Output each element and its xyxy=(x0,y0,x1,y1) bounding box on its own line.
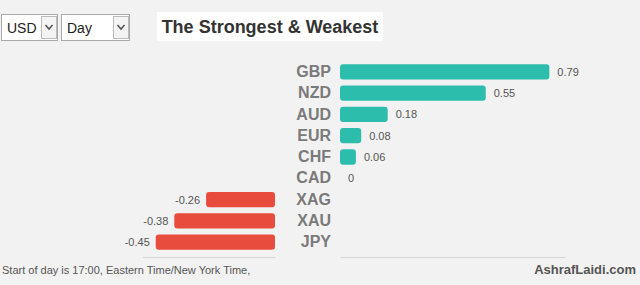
category-label: XAU xyxy=(297,212,331,229)
bar xyxy=(340,171,341,186)
dropdown-arrow[interactable] xyxy=(46,25,53,29)
dropdown-label[interactable]: Day xyxy=(67,20,92,36)
value-axis xyxy=(143,257,276,258)
category-axis-line xyxy=(337,63,338,253)
tick: GBP xyxy=(296,63,337,80)
tick: CHF xyxy=(298,148,337,165)
value-axis xyxy=(341,257,566,258)
tick: JPY xyxy=(301,233,337,250)
category-label: EUR xyxy=(297,127,331,144)
data-label: 0.79 xyxy=(557,66,578,78)
bar xyxy=(340,64,549,79)
dropdown[interactable]: USD xyxy=(2,15,58,41)
category-label: NZD xyxy=(298,84,331,101)
category-label: XAG xyxy=(296,191,331,208)
dropdown-box[interactable] xyxy=(62,15,130,41)
category-label: CHF xyxy=(298,148,331,165)
category-label: JPY xyxy=(301,233,332,250)
bar xyxy=(340,128,361,143)
data-label: 0.06 xyxy=(364,151,385,163)
dropdown-box[interactable] xyxy=(2,15,58,41)
bar xyxy=(206,192,275,207)
category-label: AUD xyxy=(296,106,331,123)
chart: USD Day The Strongest & Weakest 0.79 0.55 0.1… xyxy=(0,0,640,285)
tick: CAD xyxy=(296,169,337,186)
bar xyxy=(340,107,388,122)
data-label: -0.38 xyxy=(143,215,168,227)
category-label: GBP xyxy=(296,63,331,80)
value-axis-line xyxy=(143,257,276,258)
tick: NZD xyxy=(298,84,337,101)
bars xyxy=(156,64,550,250)
dropdown-button[interactable] xyxy=(114,17,129,39)
bar xyxy=(174,213,275,228)
data-label: 0.08 xyxy=(369,130,390,142)
background xyxy=(0,0,640,285)
data-label: -0.26 xyxy=(175,194,200,206)
dropdown-arrow[interactable] xyxy=(118,25,125,29)
data-label: -0.45 xyxy=(125,236,150,248)
data-label: 0 xyxy=(348,172,354,184)
source: AshrafLaidi.com xyxy=(534,262,636,277)
data-label: 0.18 xyxy=(396,108,417,120)
dropdown-button[interactable] xyxy=(42,17,57,39)
data-label: 0.55 xyxy=(494,87,515,99)
bar xyxy=(156,235,275,250)
tick: EUR xyxy=(297,127,337,144)
tick: XAU xyxy=(297,212,337,229)
value-axis-line xyxy=(341,257,566,258)
tick: XAG xyxy=(296,191,337,208)
dropdown-label[interactable]: USD xyxy=(7,20,37,36)
data-labels: 0.79 0.55 0.18 0.08 0.06 0 -0.26 -0.38 -0.45 xyxy=(125,66,579,248)
tick: AUD xyxy=(296,106,337,123)
category-label: CAD xyxy=(296,169,331,186)
bar xyxy=(340,149,356,164)
dropdown[interactable]: Day xyxy=(62,15,130,41)
note: Start of day is 17:00, Eastern Time/New … xyxy=(2,264,250,276)
category-axis: GBP NZD AUD EUR CHF CAD XAG XAU JPY xyxy=(296,63,337,253)
bar xyxy=(340,85,486,100)
title: The Strongest & Weakest xyxy=(162,17,379,37)
title-box xyxy=(157,12,383,41)
